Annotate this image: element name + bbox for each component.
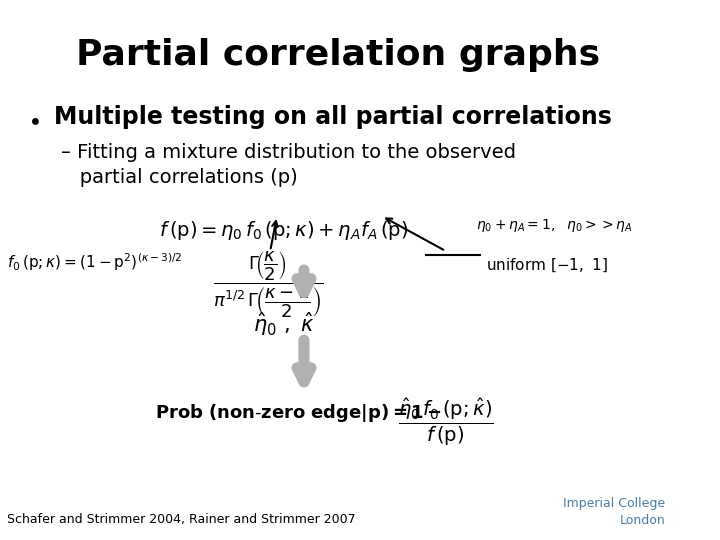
Text: Imperial College
London: Imperial College London (563, 497, 665, 526)
Text: $\eta_0 + \eta_A = 1,\ \ \eta_0 >> \eta_A$: $\eta_0 + \eta_A = 1,\ \ \eta_0 >> \eta_… (476, 217, 632, 234)
Text: $\dfrac{\hat{\eta}_0\, f_0\,({\rm p};\hat{\kappa})}{f\,({\rm p})}$: $\dfrac{\hat{\eta}_0\, f_0\,({\rm p};\ha… (398, 397, 494, 448)
Text: uniform $[-1,\ 1]$: uniform $[-1,\ 1]$ (486, 256, 608, 274)
Text: $\bullet$: $\bullet$ (27, 108, 40, 132)
Text: $f_0\,({\rm p};\kappa) = (1-{\rm p}^2)^{(\kappa-3)/2}$: $f_0\,({\rm p};\kappa) = (1-{\rm p}^2)^{… (6, 251, 182, 273)
Text: $\hat{\eta}_0\ ,\ \hat{\kappa}$: $\hat{\eta}_0\ ,\ \hat{\kappa}$ (253, 310, 315, 338)
Text: Multiple testing on all partial correlations: Multiple testing on all partial correlat… (54, 105, 612, 129)
Text: $f\,({\rm p}) = \eta_0\, f_0\,({\rm p};\kappa) + \eta_A f_A\,({\rm p})$: $f\,({\rm p}) = \eta_0\, f_0\,({\rm p};\… (159, 219, 408, 242)
Text: $\dfrac{\Gamma\!\left(\dfrac{\kappa}{2}\right)}{\pi^{1/2}\,\Gamma\!\left(\dfrac{: $\dfrac{\Gamma\!\left(\dfrac{\kappa}{2}\… (213, 250, 323, 320)
Text: – Fitting a mixture distribution to the observed
   partial correlations (p): – Fitting a mixture distribution to the … (60, 143, 516, 187)
Text: Partial correlation graphs: Partial correlation graphs (76, 38, 600, 72)
Text: $\mathbf{Prob\ (non\text{-}zero\ edge|p) = 1 -}$: $\mathbf{Prob\ (non\text{-}zero\ edge|p)… (156, 402, 442, 424)
Text: Schafer and Strimmer 2004, Rainer and Strimmer 2007: Schafer and Strimmer 2004, Rainer and St… (6, 514, 356, 526)
